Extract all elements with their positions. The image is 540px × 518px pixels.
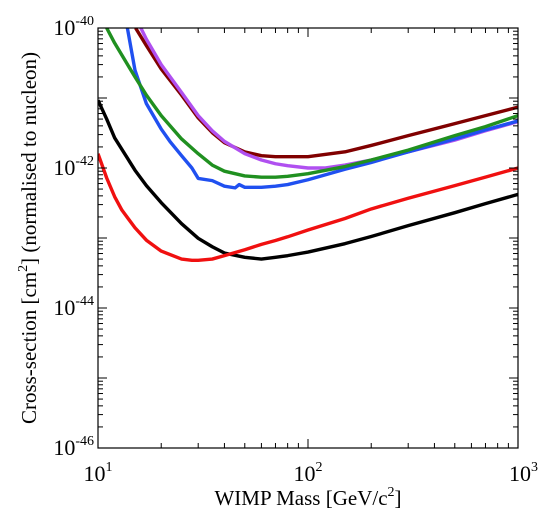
series-layer bbox=[98, 28, 518, 263]
x-axis-title: WIMP Mass [GeV/c2] bbox=[214, 485, 401, 510]
y-tick-label: 10-40 bbox=[53, 14, 94, 40]
tick-layer bbox=[97, 28, 519, 449]
x-tick-label: 101 bbox=[84, 460, 113, 486]
y-tick-label: 10-42 bbox=[53, 154, 94, 180]
series-line-6 bbox=[98, 153, 518, 263]
label-layer: 101 102 103 10-46 10-44 10-42 10-40 bbox=[53, 14, 538, 486]
series-line-2 bbox=[139, 28, 518, 170]
series-line-1 bbox=[134, 28, 518, 159]
y-tick-label: 10-44 bbox=[53, 294, 94, 320]
plot-frame bbox=[97, 27, 519, 449]
series-line-3 bbox=[125, 28, 518, 190]
x-tick-label: 103 bbox=[509, 460, 538, 486]
y-tick-label: 10-46 bbox=[53, 434, 94, 460]
x-tick-label: 102 bbox=[294, 460, 323, 486]
series-line-4 bbox=[105, 28, 518, 179]
y-axis-title: Cross-section [cm2] (normalised to nucle… bbox=[16, 52, 41, 424]
series-line-5 bbox=[98, 99, 518, 261]
